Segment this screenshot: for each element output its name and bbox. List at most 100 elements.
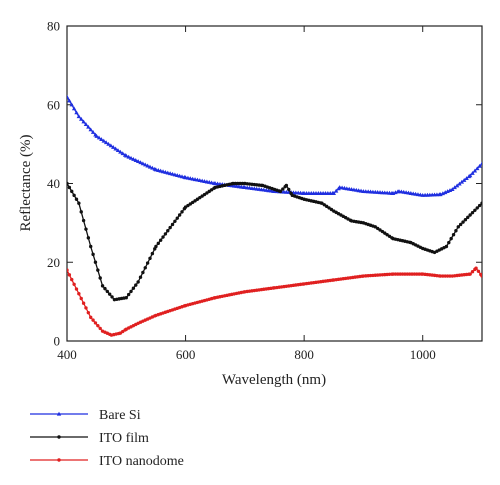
data-point [81, 301, 86, 305]
data-point [475, 166, 480, 171]
data-point [447, 188, 453, 193]
data-point [124, 153, 129, 158]
data-point [88, 127, 93, 132]
data-point [393, 272, 398, 276]
data-point [120, 151, 125, 156]
data-point [398, 272, 402, 276]
data-point [461, 220, 465, 224]
data-point [110, 295, 114, 299]
y-tick-label: 40 [47, 176, 60, 191]
data-point [281, 187, 285, 191]
data-point [79, 296, 83, 301]
data-point [67, 185, 72, 190]
data-point [445, 274, 450, 278]
data-point [81, 119, 86, 124]
data-point [113, 146, 118, 151]
legend: Bare Si ITO film ITO nanodome [30, 408, 184, 469]
data-point [284, 183, 289, 188]
data-point [135, 159, 141, 164]
data-point [451, 232, 456, 237]
data-point [170, 222, 175, 227]
data-point [161, 235, 165, 239]
data-point [480, 201, 482, 205]
data-point [103, 140, 109, 145]
data-point [175, 216, 179, 220]
series-ito-nanodome [67, 266, 482, 337]
data-point [391, 272, 395, 276]
data-point [168, 225, 172, 230]
data-point [108, 143, 114, 148]
data-point [138, 275, 143, 279]
data-point [403, 272, 407, 276]
data-point [70, 277, 74, 282]
data-point [156, 241, 160, 246]
data-point [410, 272, 414, 276]
data-point [150, 251, 155, 256]
data-point [467, 173, 473, 178]
data-point [331, 191, 336, 195]
data-point [91, 252, 95, 257]
data-point [454, 229, 458, 233]
data-point [470, 270, 475, 274]
data-point [77, 292, 81, 296]
data-point [143, 162, 148, 167]
legend-marker [56, 411, 62, 416]
data-point [440, 191, 446, 196]
data-point [143, 266, 147, 270]
data-point [67, 94, 70, 99]
data-point [118, 149, 123, 154]
data-point [126, 292, 131, 297]
data-point [128, 155, 134, 160]
legend-marker [57, 458, 61, 462]
data-point [163, 232, 168, 236]
data-point [131, 286, 136, 290]
data-point [84, 306, 88, 310]
data-point [150, 165, 155, 170]
data-point [98, 326, 102, 331]
data-point [91, 318, 95, 322]
data-point [396, 272, 400, 276]
data-point [129, 289, 133, 294]
data-point [443, 190, 448, 195]
data-point [463, 218, 468, 222]
data-point [84, 227, 88, 231]
data-point [94, 133, 99, 138]
data-point [468, 272, 472, 276]
legend-item-ito-nanodome: ITO nanodome [30, 454, 184, 469]
data-point [400, 272, 405, 276]
data-point [477, 163, 482, 168]
series-line-ito-film [67, 182, 482, 301]
data-point [74, 110, 79, 115]
data-point [79, 210, 83, 214]
data-point [454, 183, 460, 188]
data-point [470, 170, 475, 175]
data-point [70, 189, 74, 194]
data-point [134, 283, 138, 287]
data-point [86, 310, 91, 315]
data-point [407, 272, 412, 276]
data-point [101, 138, 106, 143]
x-tick-label: 600 [176, 347, 196, 362]
legend-label: ITO nanodome [99, 454, 184, 469]
data-point [438, 274, 443, 278]
data-point [238, 181, 242, 186]
data-point [458, 222, 463, 227]
data-point [473, 208, 477, 212]
data-point [140, 161, 146, 166]
data-point [476, 269, 481, 274]
series-ito-film [67, 181, 482, 302]
data-point [405, 272, 409, 276]
y-tick-label: 20 [47, 255, 60, 270]
data-point [447, 240, 451, 245]
data-point [166, 229, 170, 233]
data-point [468, 213, 472, 217]
data-point [86, 236, 91, 240]
x-tick-label: 800 [294, 347, 314, 362]
data-point [415, 272, 419, 276]
x-tick-label: 400 [57, 347, 77, 362]
data-point [69, 102, 74, 107]
series-line-ito-nanodome [67, 267, 482, 336]
data-point [145, 163, 150, 168]
data-point [74, 197, 79, 201]
